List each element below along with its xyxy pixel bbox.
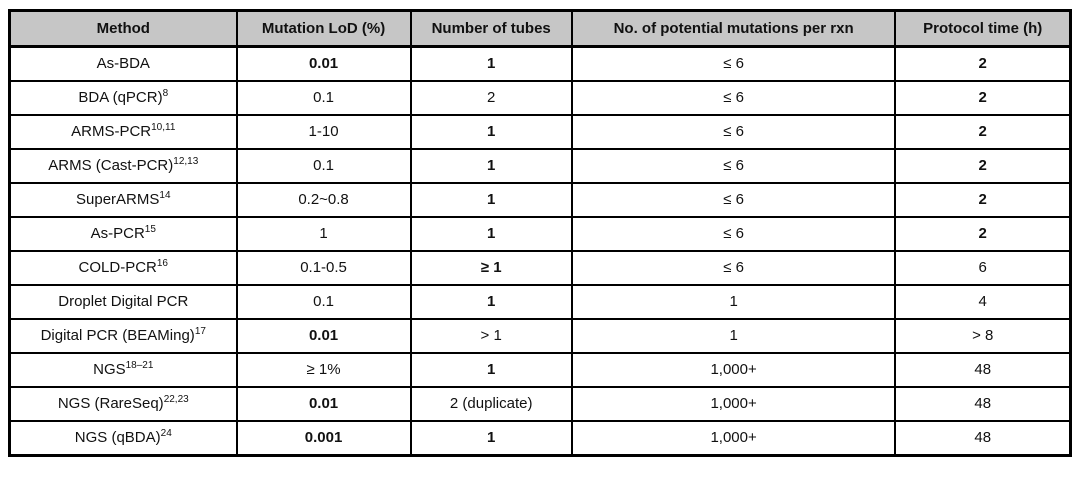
cell-protocol-time: 6 <box>894 250 1072 286</box>
column-header-mutation-lod: Mutation LoD (%) <box>235 9 412 48</box>
cell-number-of-tubes: ≥ 1 <box>409 250 573 286</box>
cell-number-of-tubes: 2 <box>409 80 573 116</box>
cell-mutation-lod: 0.001 <box>235 420 412 457</box>
cell-number-of-tubes: 1 <box>409 114 573 150</box>
header-row: Method Mutation LoD (%) Number of tubes … <box>8 9 1072 48</box>
cell-protocol-time: 2 <box>894 182 1072 218</box>
table-row: NGS18–21 ≥ 1% 1 1,000+ 48 <box>8 352 1072 388</box>
cell-protocol-time: 4 <box>894 284 1072 320</box>
column-header-method: Method <box>8 9 238 48</box>
citation-superscript: 14 <box>159 190 171 202</box>
cell-method: As-PCR15 <box>8 216 238 252</box>
cell-number-of-tubes: > 1 <box>409 318 573 354</box>
cell-mutation-lod: 0.01 <box>235 386 412 422</box>
citation-superscript: 17 <box>194 326 206 338</box>
cell-method: ARMS (Cast-PCR)12,13 <box>8 148 238 184</box>
cell-potential-mutations-per-rxn: 1 <box>570 284 897 320</box>
cell-mutation-lod: 0.1 <box>235 80 412 116</box>
cell-protocol-time: 48 <box>894 352 1072 388</box>
cell-mutation-lod: 0.1 <box>235 284 412 320</box>
cell-number-of-tubes: 1 <box>409 284 573 320</box>
citation-superscript: 10,11 <box>151 122 176 134</box>
cell-mutation-lod: 0.1 <box>235 148 412 184</box>
cell-method: NGS (qBDA)24 <box>8 420 238 457</box>
cell-potential-mutations-per-rxn: 1,000+ <box>570 352 897 388</box>
column-header-number-of-tubes: Number of tubes <box>409 9 573 48</box>
cell-method: BDA (qPCR)8 <box>8 80 238 116</box>
cell-potential-mutations-per-rxn: ≤ 6 <box>570 182 897 218</box>
cell-number-of-tubes: 1 <box>409 216 573 252</box>
cell-method: As-BDA <box>8 45 238 82</box>
cell-mutation-lod: 1 <box>235 216 412 252</box>
table-row: Droplet Digital PCR 0.1 1 1 4 <box>8 284 1072 320</box>
cell-method: SuperARMS14 <box>8 182 238 218</box>
citation-superscript: 8 <box>162 88 169 100</box>
cell-potential-mutations-per-rxn: ≤ 6 <box>570 45 897 82</box>
cell-number-of-tubes: 1 <box>409 148 573 184</box>
cell-protocol-time: 2 <box>894 45 1072 82</box>
cell-potential-mutations-per-rxn: 1,000+ <box>570 420 897 457</box>
cell-method: COLD-PCR16 <box>8 250 238 286</box>
citation-superscript: 24 <box>160 428 172 440</box>
column-header-potential-mutations-per-rxn: No. of potential mutations per rxn <box>570 9 897 48</box>
cell-mutation-lod: ≥ 1% <box>235 352 412 388</box>
cell-method: NGS18–21 <box>8 352 238 388</box>
cell-mutation-lod: 0.01 <box>235 318 412 354</box>
cell-potential-mutations-per-rxn: ≤ 6 <box>570 148 897 184</box>
cell-method: Digital PCR (BEAMing)17 <box>8 318 238 354</box>
cell-protocol-time: 2 <box>894 148 1072 184</box>
cell-method: ARMS-PCR10,11 <box>8 114 238 150</box>
cell-potential-mutations-per-rxn: ≤ 6 <box>570 114 897 150</box>
cell-protocol-time: 2 <box>894 216 1072 252</box>
cell-number-of-tubes: 1 <box>409 182 573 218</box>
cell-mutation-lod: 1-10 <box>235 114 412 150</box>
cell-protocol-time: 2 <box>894 114 1072 150</box>
cell-mutation-lod: 0.2~0.8 <box>235 182 412 218</box>
methods-comparison-table: Method Mutation LoD (%) Number of tubes … <box>8 9 1072 457</box>
cell-potential-mutations-per-rxn: 1,000+ <box>570 386 897 422</box>
table-row: Digital PCR (BEAMing)17 0.01 > 1 1 > 8 <box>8 318 1072 354</box>
cell-number-of-tubes: 1 <box>409 45 573 82</box>
cell-potential-mutations-per-rxn: 1 <box>570 318 897 354</box>
cell-number-of-tubes: 1 <box>409 352 573 388</box>
table-row: NGS (RareSeq)22,23 0.01 2 (duplicate) 1,000… <box>8 386 1072 422</box>
cell-potential-mutations-per-rxn: ≤ 6 <box>570 216 897 252</box>
citation-superscript: 22,23 <box>163 394 189 406</box>
cell-method: NGS (RareSeq)22,23 <box>8 386 238 422</box>
cell-mutation-lod: 0.01 <box>235 45 412 82</box>
cell-protocol-time: > 8 <box>894 318 1072 354</box>
cell-method: Droplet Digital PCR <box>8 284 238 320</box>
cell-potential-mutations-per-rxn: ≤ 6 <box>570 250 897 286</box>
cell-protocol-time: 48 <box>894 420 1072 457</box>
cell-protocol-time: 2 <box>894 80 1072 116</box>
cell-potential-mutations-per-rxn: ≤ 6 <box>570 80 897 116</box>
cell-number-of-tubes: 2 (duplicate) <box>409 386 573 422</box>
citation-superscript: 16 <box>156 258 168 270</box>
citation-superscript: 15 <box>144 224 156 236</box>
cell-number-of-tubes: 1 <box>409 420 573 457</box>
citation-superscript: 12,13 <box>173 156 199 168</box>
column-header-protocol-time: Protocol time (h) <box>894 9 1072 48</box>
cell-mutation-lod: 0.1-0.5 <box>235 250 412 286</box>
cell-protocol-time: 48 <box>894 386 1072 422</box>
table-row: NGS (qBDA)24 0.001 1 1,000+ 48 <box>8 420 1072 457</box>
citation-superscript: 18–21 <box>125 360 154 372</box>
